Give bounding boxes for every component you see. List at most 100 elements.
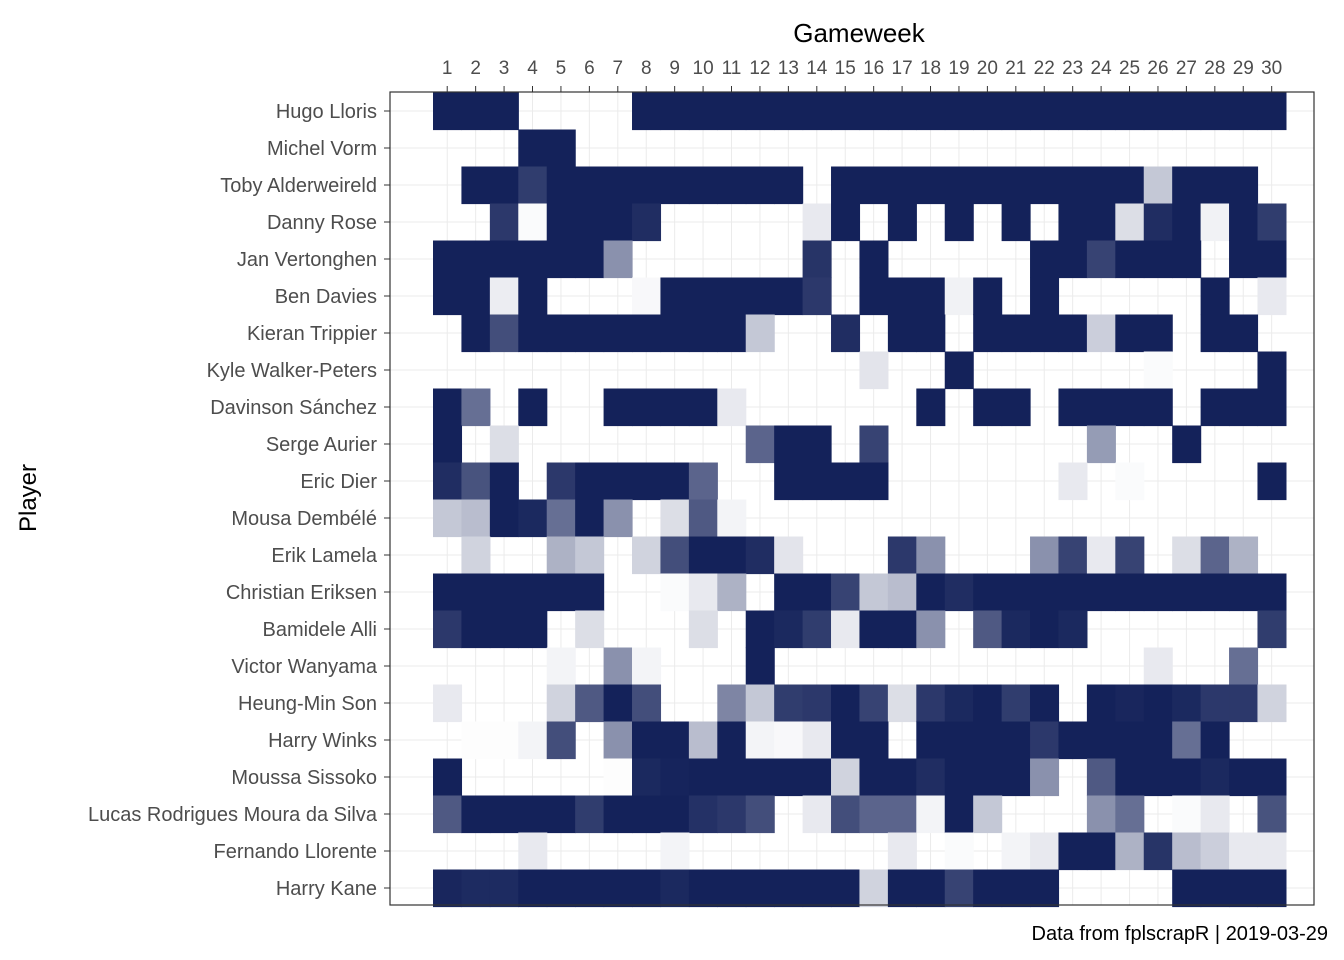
heatmap-cell: [717, 758, 747, 797]
heatmap-cell: [518, 573, 548, 612]
heatmap-cell: [461, 536, 491, 575]
y-tick-label: Fernando Llorente: [214, 841, 377, 863]
heatmap-cell: [575, 573, 605, 612]
x-tick-label: 14: [806, 58, 828, 79]
y-tick-label: Mousa Dembélé: [231, 508, 377, 530]
y-tick-label: Danny Rose: [267, 212, 377, 234]
heatmap-cell: [1257, 869, 1287, 908]
heatmap-cell: [1200, 573, 1230, 612]
heatmap-cell: [859, 795, 889, 834]
heatmap-cell: [916, 166, 946, 205]
heatmap-cell: [745, 869, 775, 908]
heatmap-cell: [916, 388, 946, 427]
heatmap-cell: [859, 277, 889, 316]
heatmap-cell: [632, 795, 662, 834]
heatmap-cell: [717, 684, 747, 723]
heatmap-cell: [1115, 684, 1145, 723]
heatmap-cell: [660, 92, 690, 131]
heatmap-cell: [1172, 573, 1202, 612]
heatmap-cell: [518, 166, 548, 205]
heatmap-cell: [859, 573, 889, 612]
heatmap-cell: [859, 758, 889, 797]
y-tick-label: Toby Alderweireld: [220, 175, 377, 197]
heatmap-cell: [603, 388, 633, 427]
heatmap-cell: [660, 166, 690, 205]
heatmap-cell: [1229, 240, 1259, 279]
heatmap-cell: [1200, 92, 1230, 131]
heatmap-cell: [973, 573, 1003, 612]
x-tick-label: 20: [977, 58, 998, 79]
x-tick-label: 11: [722, 58, 742, 79]
heatmap-cell: [688, 388, 718, 427]
heatmap-cell: [745, 684, 775, 723]
heatmap-cell: [1229, 684, 1259, 723]
y-tick-label: Harry Winks: [268, 730, 377, 752]
heatmap-cell: [518, 203, 548, 242]
x-tick-label: 21: [1005, 58, 1026, 79]
heatmap-cell: [1086, 795, 1116, 834]
heatmap-cell: [688, 92, 718, 131]
heatmap-cell: [774, 166, 804, 205]
heatmap-cell: [1200, 166, 1230, 205]
heatmap-cell: [433, 92, 463, 131]
x-tick-label: 29: [1233, 58, 1254, 79]
y-tick-label: Victor Wanyama: [231, 656, 377, 678]
heatmap-cell: [1257, 203, 1287, 242]
heatmap-cell: [774, 610, 804, 649]
heatmap-cell: [688, 166, 718, 205]
heatmap-cell: [887, 795, 917, 834]
heatmap-cell: [489, 462, 519, 501]
heatmap-cell: [1229, 92, 1259, 131]
heatmap-cell: [973, 166, 1003, 205]
heatmap-cell: [461, 240, 491, 279]
heatmap-cell: [1143, 92, 1173, 131]
heatmap-cell: [887, 832, 917, 871]
heatmap-cell: [1086, 832, 1116, 871]
heatmap-cell: [831, 462, 861, 501]
heatmap-cell: [1001, 166, 1031, 205]
heatmap-cell: [1058, 314, 1088, 353]
heatmap-cell: [1115, 166, 1145, 205]
heatmap-cell: [1001, 314, 1031, 353]
heatmap-cell: [1058, 610, 1088, 649]
heatmap-cell: [433, 684, 463, 723]
heatmap-cell: [489, 314, 519, 353]
heatmap-cell: [1001, 721, 1031, 760]
heatmap-cell: [660, 795, 690, 834]
x-tick-label: 5: [556, 58, 567, 79]
heatmap-cell: [973, 869, 1003, 908]
heatmap-cell: [1257, 684, 1287, 723]
heatmap-cell: [1030, 721, 1060, 760]
heatmap-cell: [1086, 573, 1116, 612]
heatmap-cell: [1229, 203, 1259, 242]
heatmap-cell: [632, 203, 662, 242]
heatmap-cell: [632, 92, 662, 131]
x-tick-label: 19: [948, 58, 969, 79]
heatmap-cell: [916, 314, 946, 353]
heatmap-cell: [433, 499, 463, 538]
heatmap-cell: [518, 499, 548, 538]
heatmap-cell: [632, 721, 662, 760]
heatmap-cell: [859, 425, 889, 464]
heatmap-cell: [745, 721, 775, 760]
heatmap-cell: [1143, 832, 1173, 871]
heatmap-cell: [603, 795, 633, 834]
heatmap-cell: [745, 758, 775, 797]
heatmap-cell: [1143, 684, 1173, 723]
heatmap-cell: [461, 869, 491, 908]
heatmap-cell: [518, 832, 548, 871]
heatmap-cell: [546, 573, 576, 612]
heatmap-cell: [944, 721, 974, 760]
caption: Data from fplscrapR | 2019-03-29: [1032, 923, 1328, 945]
heatmap-cell: [660, 721, 690, 760]
heatmap-cell: [632, 869, 662, 908]
x-tick-label: 18: [920, 58, 941, 79]
x-tick-label: 1: [442, 58, 453, 79]
heatmap-cell: [1086, 536, 1116, 575]
heatmap-cell: [518, 869, 548, 908]
heatmap-cell: [1086, 92, 1116, 131]
heatmap-cell: [1172, 425, 1202, 464]
heatmap-cell: [518, 240, 548, 279]
heatmap-cell: [1001, 203, 1031, 242]
x-tick-label: 8: [641, 58, 652, 79]
